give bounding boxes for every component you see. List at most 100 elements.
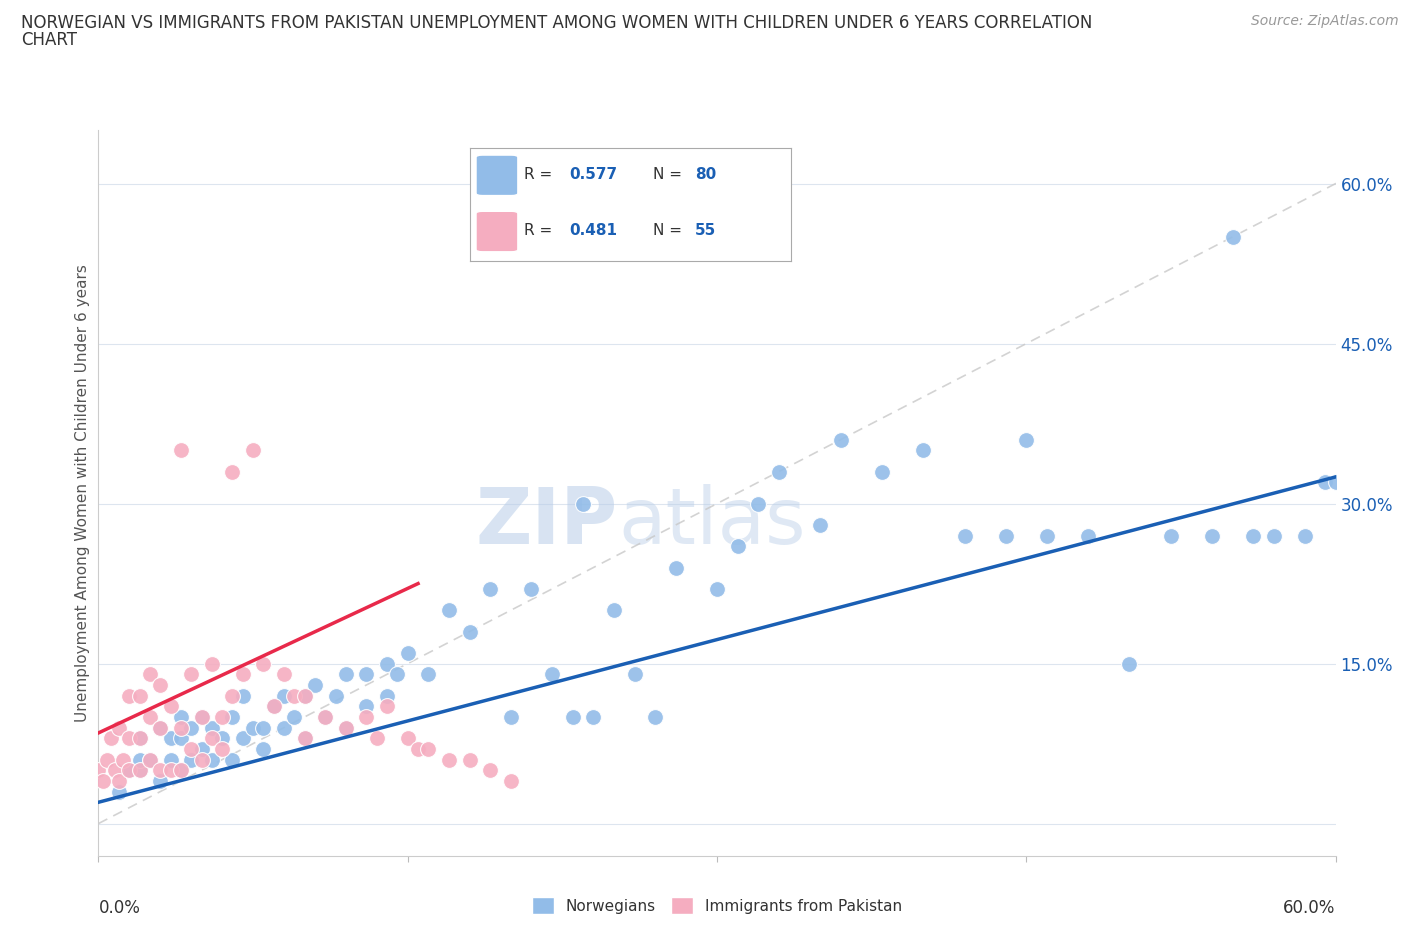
Point (252, 741, 274, 756)
Point (644, 710, 666, 724)
Point (1315, 475, 1337, 490)
Text: NORWEGIAN VS IMMIGRANTS FROM PAKISTAN UNEMPLOYMENT AMONG WOMEN WITH CHILDREN UND: NORWEGIAN VS IMMIGRANTS FROM PAKISTAN UN… (21, 14, 1092, 32)
Point (561, 710, 583, 724)
Point (128, 763, 150, 777)
Point (128, 752, 150, 767)
Point (232, 667, 254, 682)
Point (1036, 528, 1059, 543)
Point (139, 710, 162, 724)
Point (190, 752, 212, 767)
Point (139, 667, 162, 682)
Point (159, 752, 181, 767)
Point (387, 667, 409, 682)
Point (128, 688, 150, 703)
Text: 60.0%: 60.0% (1284, 899, 1336, 917)
Point (366, 731, 388, 746)
Point (418, 667, 440, 682)
Point (273, 720, 295, 735)
Point (1294, 528, 1316, 543)
Point (190, 710, 212, 724)
Point (396, 645, 419, 660)
Point (356, 710, 378, 724)
Point (221, 710, 243, 724)
Text: CHART: CHART (21, 31, 77, 48)
Point (623, 667, 645, 682)
Point (335, 720, 357, 735)
Point (273, 667, 295, 682)
Point (170, 763, 193, 777)
Point (128, 731, 150, 746)
Point (112, 752, 135, 767)
Point (437, 603, 460, 618)
Point (211, 731, 233, 746)
Point (1077, 528, 1099, 543)
Point (201, 752, 224, 767)
Point (242, 443, 264, 458)
Point (830, 432, 852, 447)
Point (159, 763, 181, 777)
Point (201, 731, 224, 746)
Point (479, 581, 502, 596)
Point (706, 581, 728, 596)
Point (170, 710, 193, 724)
Point (1222, 230, 1244, 245)
Point (170, 731, 193, 746)
Point (170, 443, 193, 458)
Point (603, 603, 626, 618)
Point (1015, 432, 1038, 447)
Point (108, 784, 131, 799)
Point (96, 752, 118, 767)
Y-axis label: Unemployment Among Women with Children Under 6 years: Unemployment Among Women with Children U… (75, 264, 90, 722)
Point (104, 763, 127, 777)
Point (994, 528, 1017, 543)
Point (180, 720, 202, 735)
Point (211, 710, 233, 724)
Point (499, 710, 522, 724)
Point (294, 688, 316, 703)
Point (170, 763, 193, 777)
Point (211, 741, 233, 756)
Point (1118, 657, 1140, 671)
Point (1201, 528, 1223, 543)
Point (263, 698, 285, 713)
Point (118, 763, 141, 777)
Point (870, 464, 893, 479)
Point (190, 741, 212, 756)
Point (139, 752, 162, 767)
Point (252, 657, 274, 671)
Point (180, 741, 202, 756)
Point (252, 720, 274, 735)
Point (118, 731, 141, 746)
Point (356, 698, 378, 713)
Point (201, 657, 224, 671)
Point (108, 720, 131, 735)
Point (499, 774, 522, 789)
Point (100, 731, 122, 746)
Point (159, 698, 181, 713)
Point (335, 667, 357, 682)
Point (263, 698, 285, 713)
Point (201, 720, 224, 735)
Point (180, 752, 202, 767)
Point (87, 763, 110, 777)
Point (283, 710, 305, 724)
Point (91, 774, 114, 789)
Point (139, 752, 162, 767)
Point (665, 560, 688, 575)
Point (808, 517, 831, 532)
Point (221, 752, 243, 767)
Point (149, 720, 172, 735)
Point (232, 731, 254, 746)
Point (479, 763, 502, 777)
Point (304, 677, 326, 692)
Point (294, 688, 316, 703)
Point (118, 688, 141, 703)
Point (912, 443, 935, 458)
Point (221, 464, 243, 479)
Text: 0.0%: 0.0% (98, 899, 141, 917)
Point (1160, 528, 1182, 543)
Point (273, 688, 295, 703)
Point (458, 624, 481, 639)
Point (149, 720, 172, 735)
Point (159, 731, 181, 746)
